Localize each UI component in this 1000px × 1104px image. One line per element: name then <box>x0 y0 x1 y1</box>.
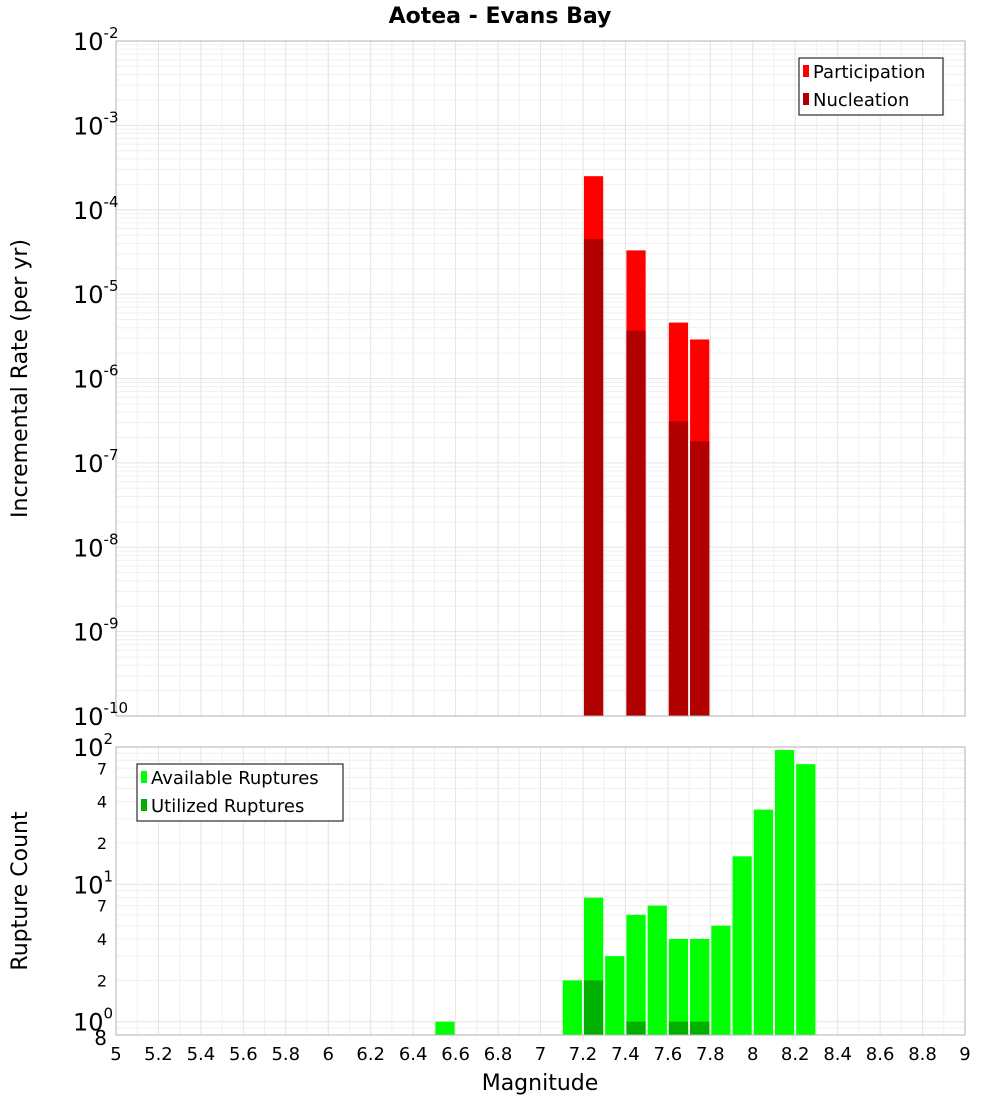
x-tick-label: 6.6 <box>441 1044 470 1065</box>
count-y-tick-minor-label: 2 <box>97 834 107 853</box>
rate-bar <box>668 421 689 716</box>
rate-legend: Participation Nucleation <box>798 57 944 116</box>
count-bar <box>711 925 731 1035</box>
x-tick-label: 5 <box>110 1044 121 1065</box>
rate-y-tick-label: 10-3 <box>73 108 119 140</box>
x-axis-ticks: 5 5.2 5.4 5.6 5.8 6 6.2 6.4 6.6 6.8 7 7.2 7.4 7.6 7.8 8… <box>110 1044 970 1065</box>
count-bar <box>583 980 604 1035</box>
rate-y-tick-label: 10-6 <box>73 362 119 394</box>
panel-rate: 10-10 10-9 10-8 10-7 10-6 10-5 10-4 10-3 10-2 Inc… <box>8 24 966 731</box>
count-series-utilized-ruptures <box>583 980 710 1035</box>
x-tick-label: 9 <box>959 1044 970 1065</box>
count-bar <box>732 856 752 1035</box>
rate-y-tick-label: 10-10 <box>73 699 128 731</box>
count-bar <box>774 750 795 1035</box>
x-tick-label: 5.8 <box>271 1044 300 1065</box>
count-bar <box>753 809 773 1035</box>
count-bar <box>626 1021 646 1035</box>
count-bar <box>690 1021 710 1035</box>
rate-plot-frame <box>115 40 966 717</box>
count-y-tick-minor-label: 4 <box>97 930 107 949</box>
rate-legend-label: Nucleation <box>813 90 909 111</box>
count-legend-swatch <box>141 799 147 811</box>
count-y-tick-minor-label: 7 <box>97 897 107 916</box>
count-bar <box>626 914 646 1035</box>
count-bar <box>647 905 667 1035</box>
count-y-axis-label: Rupture Count <box>8 811 33 971</box>
count-bar <box>796 764 816 1035</box>
rate-y-tick-label: 10-2 <box>73 24 119 56</box>
x-tick-label: 7.8 <box>696 1044 725 1065</box>
count-legend-label: Available Ruptures <box>151 768 319 789</box>
x-axis-label: Magnitude <box>482 1071 599 1096</box>
count-bar <box>690 939 710 1035</box>
x-tick-label: 8.4 <box>823 1044 852 1065</box>
rate-y-tick-label: 10-7 <box>73 446 119 478</box>
x-tick-label: 5.6 <box>229 1044 258 1065</box>
count-legend: Available Ruptures Utilized Ruptures <box>136 763 344 822</box>
x-tick-label: 8 <box>747 1044 758 1065</box>
x-tick-label: 8.2 <box>781 1044 810 1065</box>
count-legend-label: Utilized Ruptures <box>151 796 304 817</box>
chart-title: Aotea - Evans Bay <box>389 4 612 29</box>
count-y-tick-label: 100 <box>73 1005 113 1037</box>
rate-legend-box <box>798 57 944 116</box>
rate-legend-swatch <box>803 65 809 77</box>
count-bar <box>605 956 625 1035</box>
count-bar <box>668 939 689 1035</box>
count-y-bottom-label: 8 <box>94 1026 107 1050</box>
count-y-tick-label: 101 <box>73 867 113 899</box>
count-plot-frame <box>115 746 966 1036</box>
rate-y-tick-label: 10-4 <box>73 193 119 225</box>
x-tick-label: 7.2 <box>569 1044 598 1065</box>
rate-legend-swatch <box>803 93 809 105</box>
rate-y-tick-label: 10-8 <box>73 530 119 562</box>
count-y-tick-minor-label: 4 <box>97 793 107 812</box>
x-tick-label: 6.2 <box>356 1044 385 1065</box>
rate-bar <box>690 441 710 716</box>
count-y-tick-minor-label: 7 <box>97 759 107 778</box>
count-bar <box>435 1021 455 1035</box>
rate-legend-label: Participation <box>813 62 925 83</box>
x-tick-label: 7.4 <box>611 1044 640 1065</box>
count-y-tick-minor-label: 2 <box>97 971 107 990</box>
x-tick-label: 6.8 <box>484 1044 513 1065</box>
x-tick-label: 7 <box>535 1044 546 1065</box>
count-bar <box>668 1021 689 1035</box>
x-tick-label: 5.4 <box>187 1044 216 1065</box>
x-tick-label: 6 <box>323 1044 334 1065</box>
rate-y-tick-label: 10-9 <box>73 615 119 647</box>
count-legend-swatch <box>141 771 147 783</box>
x-tick-label: 5.2 <box>144 1044 173 1065</box>
rate-series-nucleation <box>583 239 710 716</box>
count-bar <box>562 980 582 1035</box>
x-tick-label: 8.8 <box>908 1044 937 1065</box>
rate-bar <box>583 239 604 716</box>
rate-bar <box>626 330 646 716</box>
count-legend-box <box>136 763 344 822</box>
x-tick-label: 8.6 <box>866 1044 895 1065</box>
count-y-tick-label: 102 <box>73 730 113 762</box>
x-tick-label: 6.4 <box>399 1044 428 1065</box>
rate-y-axis-label: Incremental Rate (per yr) <box>8 239 33 518</box>
rate-y-tick-label: 10-5 <box>73 277 119 309</box>
x-tick-label: 7.6 <box>654 1044 683 1065</box>
